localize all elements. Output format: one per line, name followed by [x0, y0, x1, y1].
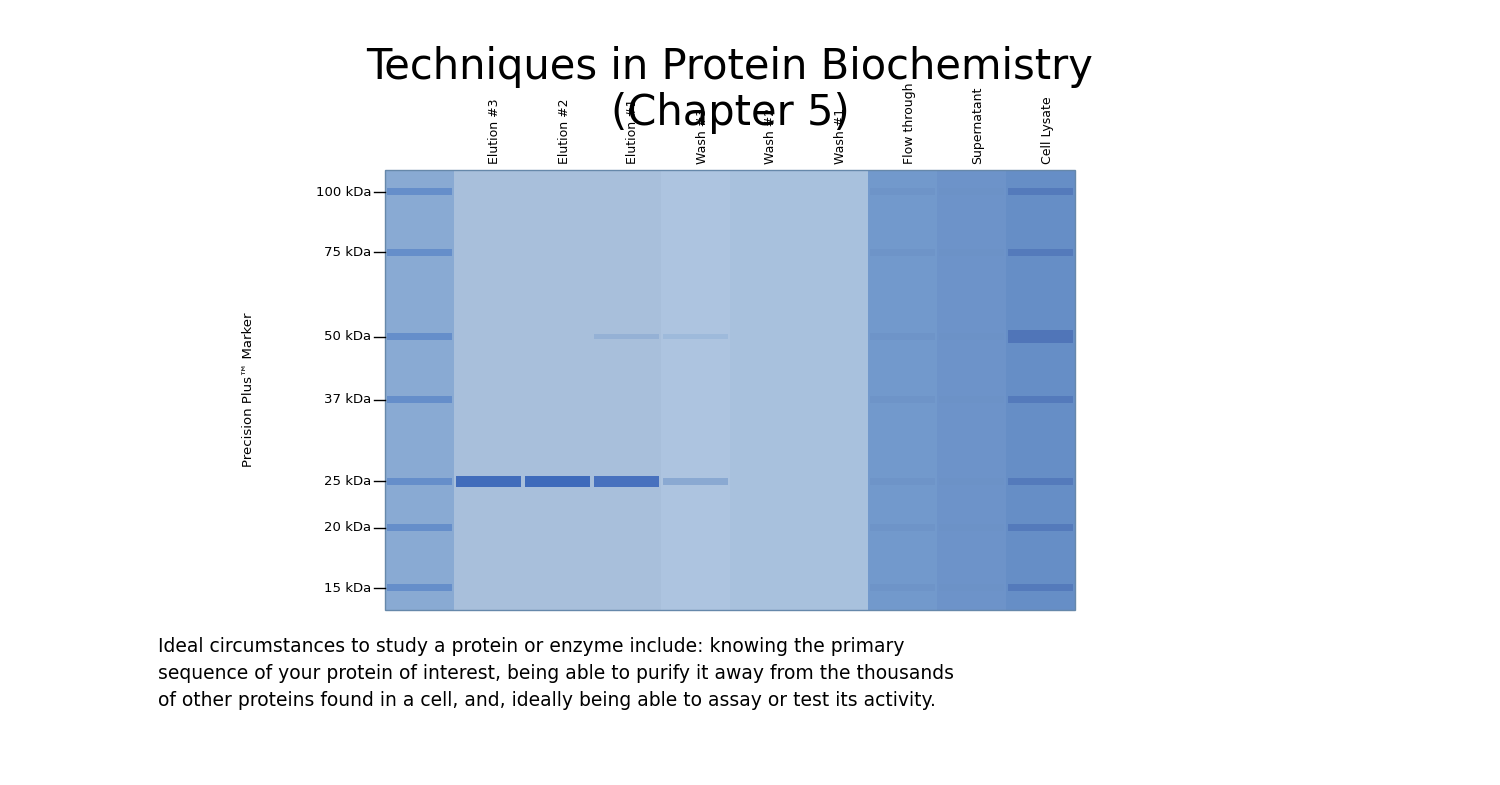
Text: 37 kDa: 37 kDa — [324, 393, 370, 406]
Text: Precision Plus™ Marker: Precision Plus™ Marker — [242, 312, 255, 467]
Text: Ideal circumstances to study a protein or enzyme include: knowing the primary
se: Ideal circumstances to study a protein o… — [158, 637, 954, 710]
Text: 15 kDa: 15 kDa — [324, 582, 370, 594]
Text: Supernatant: Supernatant — [972, 86, 984, 164]
Text: (Chapter 5): (Chapter 5) — [610, 92, 849, 134]
Text: Elution #1: Elution #1 — [627, 98, 639, 164]
Text: Wash #1: Wash #1 — [834, 108, 846, 164]
Text: Cell Lysate: Cell Lysate — [1041, 97, 1053, 164]
Text: 25 kDa: 25 kDa — [324, 475, 370, 487]
Text: 100 kDa: 100 kDa — [315, 185, 370, 199]
Text: Flow through: Flow through — [903, 82, 915, 164]
Bar — [386, 170, 1076, 610]
Text: Wash #3: Wash #3 — [696, 108, 708, 164]
Text: 50 kDa: 50 kDa — [324, 330, 370, 343]
Text: Wash #2: Wash #2 — [765, 108, 777, 164]
Text: Elution #2: Elution #2 — [558, 98, 570, 164]
Text: 75 kDa: 75 kDa — [324, 246, 370, 258]
Text: Elution #3: Elution #3 — [489, 98, 501, 164]
Text: Techniques in Protein Biochemistry: Techniques in Protein Biochemistry — [366, 46, 1094, 88]
Text: 20 kDa: 20 kDa — [324, 521, 370, 535]
